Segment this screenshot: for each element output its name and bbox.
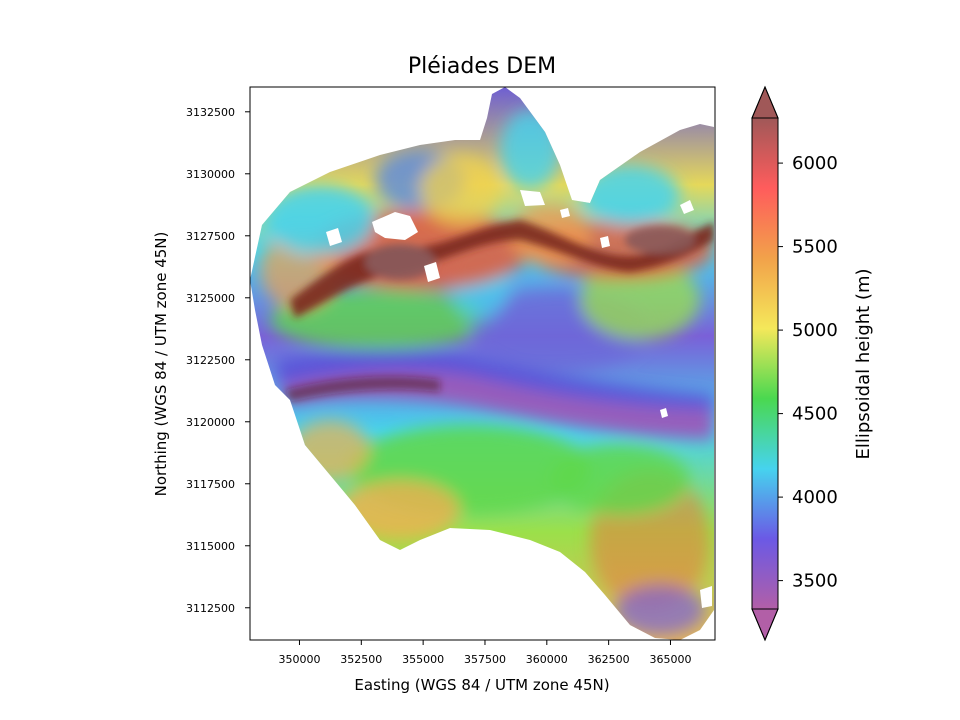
x-tick-label: 365000 [649, 653, 691, 666]
y-tick-label: 3115000 [186, 540, 235, 553]
colorbar-tick-label: 4500 [792, 404, 838, 425]
plot-frame [249, 86, 716, 641]
x-tick-label: 362500 [588, 653, 630, 666]
y-tick-label: 3117500 [186, 478, 235, 491]
chart-title: Pléiades DEM [408, 54, 556, 79]
dem-raster [250, 87, 714, 640]
y-tick-label: 3132500 [186, 106, 235, 119]
x-tick-label: 357500 [464, 653, 506, 666]
x-axis-label: Easting (WGS 84 / UTM zone 45N) [354, 676, 609, 694]
colorbar-tick-label: 5500 [792, 237, 838, 258]
y-tick-label: 3122500 [186, 354, 235, 367]
x-axis-ticks: 350000 352500 355000 357500 360000 362500 3650… [278, 640, 691, 666]
colorbar-tick-label: 5000 [792, 320, 838, 341]
x-tick-label: 352500 [340, 653, 382, 666]
colorbar-tick-label: 3500 [792, 571, 838, 592]
colorbar-extend-bottom [751, 608, 779, 642]
x-tick-label: 355000 [402, 653, 444, 666]
colorbar-outline [751, 85, 779, 642]
colorbar-extend-top [751, 85, 779, 119]
y-tick-label: 3127500 [186, 230, 235, 243]
y-tick-label: 3125000 [186, 292, 235, 305]
colorbar-tick-label: 6000 [792, 153, 838, 174]
x-tick-label: 360000 [526, 653, 568, 666]
y-tick-label: 3112500 [186, 602, 235, 615]
y-axis-ticks: 3132500 3130000 3127500 3125000 3122500 31200… [186, 106, 250, 615]
y-axis-label: Northing (WGS 84 / UTM zone 45N) [152, 232, 170, 497]
x-tick-label: 350000 [278, 653, 320, 666]
colorbar: 3500 4000 4500 5000 5500 6000 Ellipsoidal hei… [751, 85, 874, 642]
y-tick-label: 3130000 [186, 168, 235, 181]
colorbar-tick-label: 4000 [792, 487, 838, 508]
colorbar-ticks: 3500 4000 4500 5000 5500 6000 [778, 153, 838, 592]
colorbar-gradient [752, 118, 778, 609]
y-tick-label: 3120000 [186, 416, 235, 429]
colorbar-label: Ellipsoidal height (m) [853, 268, 874, 459]
